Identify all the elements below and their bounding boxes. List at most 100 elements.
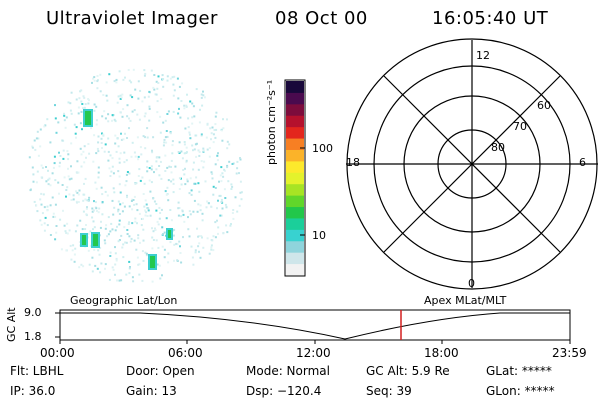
- disk-pixel: [236, 210, 239, 213]
- disk-pixel: [106, 99, 109, 102]
- disk-pixel: [91, 270, 94, 273]
- disk-pixel: [170, 219, 173, 222]
- disk-pixel: [177, 151, 180, 153]
- disk-pixel: [138, 168, 141, 171]
- disk-pixel: [96, 87, 99, 90]
- disk-pixel: [49, 141, 52, 144]
- timeline-xtick-label-0000: 00:00: [40, 346, 75, 360]
- disk-pixel: [158, 165, 161, 167]
- disk-pixel: [182, 236, 184, 239]
- disk-pixel: [180, 183, 183, 186]
- disk-pixel: [84, 228, 87, 231]
- disk-pixel: [104, 117, 107, 120]
- observation-time: 16:05:40 UT: [432, 8, 549, 29]
- disk-pixel: [195, 88, 198, 91]
- disk-pixel: [95, 123, 98, 126]
- disk-pixel: [118, 219, 121, 222]
- disk-pixel: [123, 205, 126, 208]
- disk-pixel: [225, 206, 228, 209]
- disk-pixel: [54, 215, 57, 218]
- disk-pixel: [164, 154, 167, 157]
- disk-pixel: [39, 198, 42, 201]
- disk-pixel: [151, 151, 154, 154]
- disk-pixel: [60, 248, 63, 251]
- disk-emission-patch: [93, 234, 98, 246]
- disk-pixel: [87, 232, 90, 235]
- disk-pixel: [188, 210, 191, 213]
- disk-pixel: [137, 158, 140, 161]
- disk-pixel: [70, 165, 72, 168]
- disk-pixel: [104, 263, 107, 266]
- disk-pixel: [79, 122, 82, 125]
- disk-pixel: [35, 181, 38, 184]
- disk-pixel: [198, 151, 201, 153]
- disk-pixel: [178, 207, 181, 209]
- disk-pixel: [134, 155, 137, 158]
- disk-pixel: [71, 249, 74, 252]
- disk-pixel: [203, 96, 206, 99]
- disk-pixel: [36, 130, 39, 133]
- disk-pixel: [47, 178, 50, 181]
- disk-pixel: [201, 104, 204, 107]
- disk-pixel: [109, 255, 112, 257]
- disk-pixel: [220, 180, 223, 183]
- disk-pixel: [117, 200, 120, 203]
- disk-pixel: [176, 259, 179, 262]
- disk-pixel: [201, 236, 203, 239]
- disk-pixel: [90, 127, 93, 130]
- disk-pixel: [137, 234, 140, 237]
- disk-pixel: [208, 147, 211, 149]
- disk-pixel: [75, 190, 77, 193]
- disk-pixel: [180, 177, 182, 180]
- disk-pixel: [141, 100, 144, 103]
- disk-pixel: [226, 164, 229, 167]
- disk-pixel: [152, 136, 155, 139]
- disk-pixel: [210, 246, 213, 249]
- disk-pixel: [59, 218, 62, 221]
- disk-pixel: [122, 78, 125, 81]
- disk-pixel: [143, 69, 146, 72]
- disk-pixel: [172, 83, 175, 86]
- disk-pixel: [92, 77, 94, 80]
- disk-pixel: [170, 166, 172, 168]
- disk-pixel: [62, 149, 65, 152]
- disk-pixel: [202, 94, 205, 97]
- disk-pixel: [79, 219, 82, 222]
- disk-pixel: [235, 172, 238, 175]
- disk-pixel: [136, 222, 138, 225]
- disk-pixel: [95, 105, 98, 108]
- disk-pixel: [220, 201, 223, 203]
- disk-pixel: [183, 173, 186, 176]
- disk-pixel: [153, 74, 156, 76]
- disk-pixel: [107, 120, 110, 123]
- disk-pixel: [123, 161, 126, 164]
- disk-pixel: [80, 153, 83, 156]
- disk-pixel: [206, 148, 209, 151]
- disk-pixel: [182, 169, 185, 171]
- disk-pixel: [161, 226, 164, 229]
- disk-pixel: [166, 79, 169, 82]
- disk-pixel: [188, 133, 191, 136]
- disk-pixel: [151, 280, 154, 283]
- disk-pixel: [58, 161, 61, 164]
- disk-pixel: [226, 231, 229, 234]
- disk-pixel: [99, 226, 102, 229]
- disk-pixel: [146, 136, 149, 139]
- disk-pixel: [54, 104, 56, 107]
- disk-pixel: [101, 213, 104, 216]
- disk-pixel: [216, 154, 219, 157]
- disk-pixel: [36, 170, 39, 173]
- door-info: Door: Open: [126, 364, 195, 378]
- disk-pixel: [52, 215, 55, 218]
- disk-pixel: [85, 199, 88, 202]
- disk-pixel: [202, 149, 205, 152]
- disk-pixel: [159, 115, 162, 118]
- disk-pixel: [148, 105, 151, 108]
- disk-pixel: [164, 170, 167, 172]
- disk-pixel: [99, 73, 102, 76]
- disk-pixel: [126, 115, 129, 118]
- disk-pixel: [200, 93, 203, 96]
- disk-pixel: [155, 168, 158, 171]
- disk-pixel: [93, 103, 96, 106]
- disk-pixel: [82, 95, 85, 98]
